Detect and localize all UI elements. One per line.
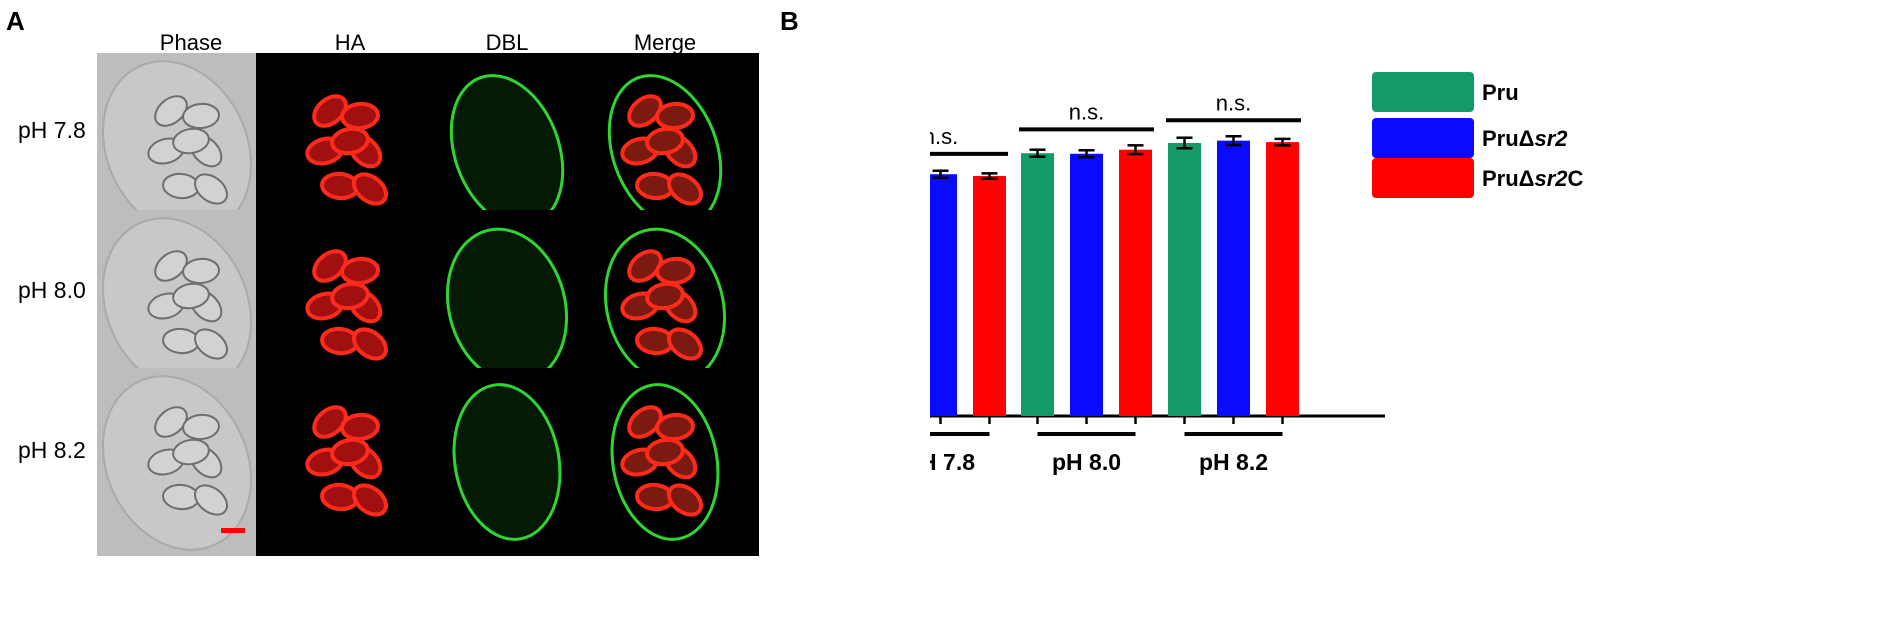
micrograph-ha-ph82 [256,368,444,556]
legend-label-pru-sr2: PruΔsr2 [1482,126,1568,151]
row-label-ph78: pH 7.8 [18,117,86,143]
micrograph-merge-ph78 [571,53,759,241]
x-category-label-1: pH 8.0 [1052,449,1121,475]
bar-PruΔsr2C-pH 8.0 [1119,149,1152,417]
significance-label-0: n.s. [930,124,958,149]
legend-swatch-pru-sr2c [1372,158,1474,198]
micrograph-phase-ph78 [97,53,285,241]
bar-chart: 020406080100%DBL positivepH 7.8n.s.pH 8.… [930,90,1385,475]
bar-PruΔsr2C-pH 8.2 [1266,142,1299,416]
x-category-label-0: pH 7.8 [930,449,975,475]
column-header-dbl: DBL [485,30,529,55]
column-header-phase: Phase [159,30,223,55]
column-header-merge: Merge [633,30,697,55]
row-label-ph80: pH 8.0 [18,277,86,303]
column-header-ha: HA [334,30,366,55]
micrograph-phase-ph80 [97,210,285,398]
row-label-ph82: pH 8.2 [18,437,86,463]
legend-label-pru: Pru [1482,80,1519,105]
legend-label-pru-sr2c: PruΔsr2C [1482,166,1584,191]
bar-Pru-pH 8.0 [1021,153,1054,416]
panel-b-letter: B [780,6,799,36]
x-category-label-2: pH 8.2 [1199,449,1268,475]
micrograph-dbl-ph80 [413,210,601,398]
legend-swatch-pru [1372,72,1474,112]
scale-bar [221,528,245,533]
bar-Pru-pH 8.2 [1168,142,1201,417]
bar-PruΔsr2-pH 7.8 [930,174,957,416]
micrograph-merge-ph80 [571,210,759,398]
micrograph-dbl-ph78 [413,53,601,241]
micrograph-phase-ph82 [97,368,285,556]
bar-PruΔsr2C-pH 7.8 [973,175,1006,416]
bar-PruΔsr2-pH 8.2 [1217,140,1250,417]
micrograph-ha-ph80 [256,210,444,398]
legend-swatch-pru-sr2 [1372,118,1474,158]
bar-PruΔsr2-pH 8.0 [1070,153,1103,416]
panel-a-letter: A [6,6,25,36]
significance-label-2: n.s. [1216,90,1251,115]
micrograph-merge-ph82 [571,368,759,556]
micrograph-dbl-ph82 [413,368,601,556]
micrograph-ha-ph78 [256,53,444,241]
significance-label-1: n.s. [1069,99,1104,124]
